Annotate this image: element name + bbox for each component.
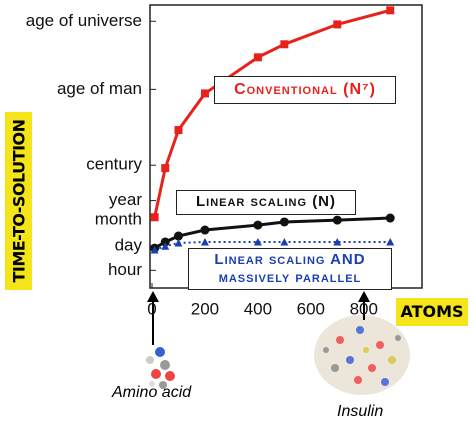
marker <box>174 239 183 247</box>
series-line <box>153 8 391 218</box>
marker <box>200 89 209 98</box>
marker <box>280 40 289 49</box>
y-tick-label: month <box>95 209 142 228</box>
marker <box>173 231 183 241</box>
x-tick-label: 800 <box>350 299 378 318</box>
y-tick-label: day <box>115 235 143 254</box>
y-axis-title-text: TIME-TO-SOLUTION <box>9 119 28 283</box>
amino-acid-icon <box>146 347 175 389</box>
marker <box>200 225 210 235</box>
y-tick-label: age of universe <box>26 11 142 30</box>
marker <box>333 20 342 29</box>
marker <box>385 213 395 223</box>
x-axis-title: ATOMS <box>396 298 468 326</box>
annotation: Amino acid <box>112 384 192 401</box>
marker <box>174 126 183 135</box>
y-tick-label: century <box>86 155 142 174</box>
marker <box>280 237 289 246</box>
x-tick-label: 200 <box>191 299 219 318</box>
marker <box>150 246 159 254</box>
marker <box>253 220 263 230</box>
series-line <box>153 216 391 250</box>
marker <box>386 237 395 246</box>
x-tick-label: 600 <box>297 299 325 318</box>
marker <box>161 242 170 250</box>
series-label: Linear scaling (N) <box>176 190 356 215</box>
marker <box>279 217 289 227</box>
insulin-icon <box>314 315 410 395</box>
marker <box>333 237 342 246</box>
y-axis-title: TIME-TO-SOLUTION <box>5 112 32 290</box>
marker <box>200 237 209 246</box>
y-tick-label: hour <box>108 260 142 279</box>
marker <box>332 215 342 225</box>
marker <box>160 237 170 247</box>
arrow-head <box>147 291 159 302</box>
annotation: Insulin <box>337 403 384 420</box>
y-tick-label: age of man <box>57 79 142 98</box>
marker <box>150 213 159 222</box>
x-tick-label: 400 <box>244 299 272 318</box>
y-tick-label: year <box>109 190 142 209</box>
series-label: Conventional (N⁷) <box>214 76 396 104</box>
marker <box>386 6 395 15</box>
x-tick-label: 0 <box>147 299 156 318</box>
marker <box>161 164 170 173</box>
arrow-head <box>358 291 370 302</box>
marker <box>253 237 262 246</box>
marker <box>253 53 262 62</box>
series-label: Linear scaling AND massively parallel <box>188 248 392 290</box>
